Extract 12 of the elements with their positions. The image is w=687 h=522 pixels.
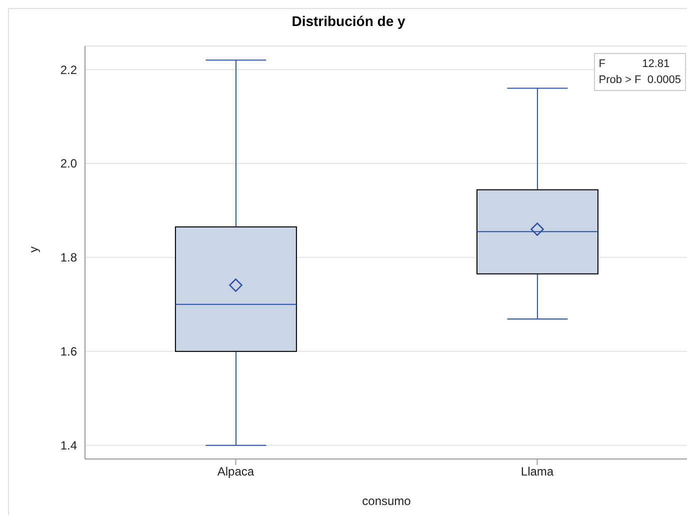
annotation: Prob > F 0.0005 [598, 73, 681, 88]
y-tick-label: 2.2 [60, 62, 78, 77]
y-tick-label: 2.0 [60, 156, 78, 171]
x-tick-label: Llama [520, 464, 554, 479]
y-tick-label: 1.4 [60, 438, 78, 453]
y-tick-label: 1.8 [60, 250, 78, 265]
annotation: F 12.81 [598, 57, 671, 72]
x-tick-label: Alpaca [217, 464, 254, 479]
y-tick-label: 1.6 [60, 344, 78, 359]
chart-title: Distribución de y [290, 13, 406, 29]
x-axis-title: consumo [362, 494, 412, 508]
y-axis-title: y [26, 246, 40, 252]
